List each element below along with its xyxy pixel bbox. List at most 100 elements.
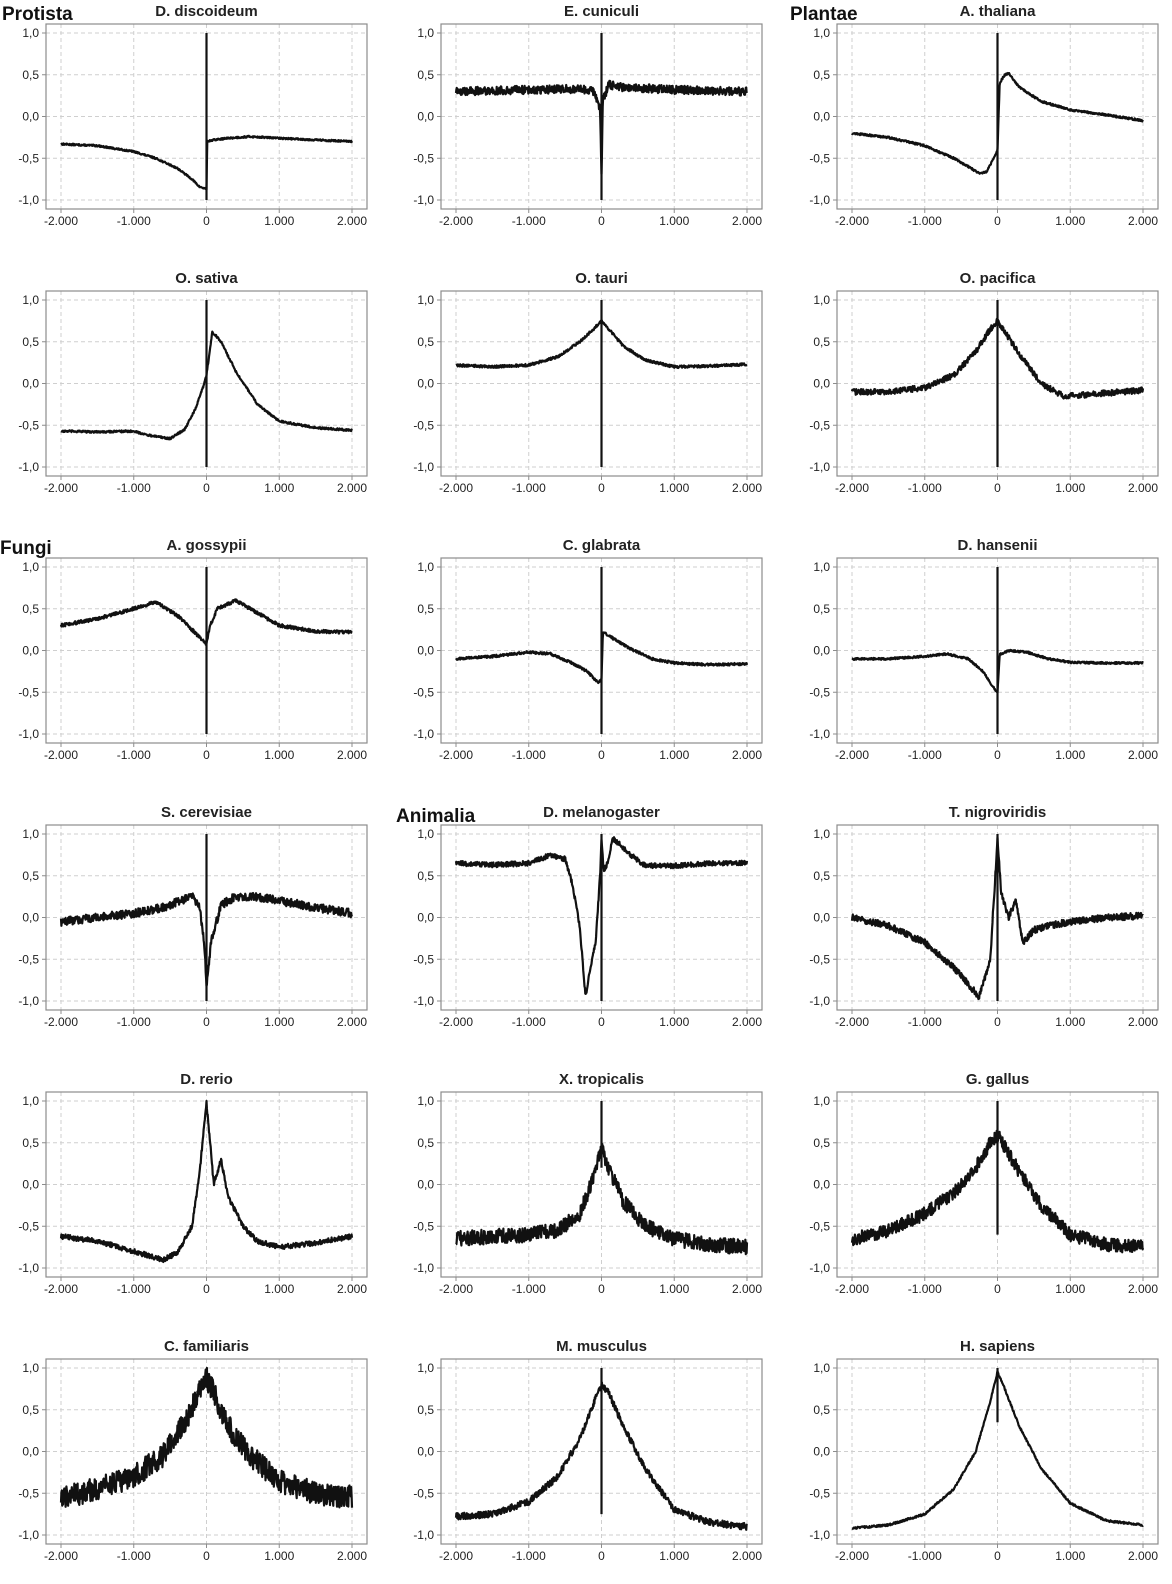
y-tick-label: -0,5 [413, 685, 434, 699]
y-tick-label: 0,5 [813, 1136, 830, 1150]
y-tick-label: -1,0 [413, 1528, 434, 1542]
chart-title: O. pacifica [960, 270, 1037, 287]
y-tick-label: 0,0 [22, 1445, 39, 1459]
chart-title: O. tauri [575, 270, 628, 287]
y-tick-label: -1,0 [18, 460, 39, 474]
x-tick-label: 0 [598, 748, 605, 762]
x-tick-label: -2.000 [439, 748, 473, 762]
x-tick-label: 1.000 [659, 481, 689, 495]
chart-title: T. nigroviridis [949, 804, 1047, 821]
chart-title: E. cuniculi [564, 3, 639, 20]
chart-title: X. tropicalis [559, 1071, 644, 1088]
series-line [59, 1366, 354, 1509]
chart-o-sativa: O. sativa -2.000 -1.000 0 1.000 2.000 -1,0 -0,5… [18, 270, 368, 495]
y-tick-label: -0,5 [413, 952, 434, 966]
y-tick-label: 1,0 [813, 1094, 830, 1108]
y-tick-label: -0,5 [809, 952, 830, 966]
chart-title: C. glabrata [563, 537, 641, 554]
x-tick-label: -2.000 [439, 214, 473, 228]
y-tick-label: 0,0 [813, 1445, 830, 1459]
y-tick-label: 1,0 [417, 293, 434, 307]
y-tick-label: -0,5 [809, 1486, 830, 1500]
y-tick-label: -1,0 [18, 1261, 39, 1275]
kingdom-label-fungi: Fungi [0, 538, 52, 559]
y-tick-label: -1,0 [809, 1528, 830, 1542]
x-tick-label: 1.000 [1055, 748, 1085, 762]
y-tick-label: 0,5 [813, 602, 830, 616]
x-tick-label: -2.000 [835, 1015, 869, 1029]
y-tick-label: -1,0 [809, 727, 830, 741]
y-tick-label: -1,0 [18, 1528, 39, 1542]
y-tick-label: 1,0 [813, 1361, 830, 1375]
chart-title: A. gossypii [166, 537, 246, 554]
y-tick-label: 1,0 [417, 26, 434, 40]
y-tick-label: 1,0 [813, 560, 830, 574]
x-tick-label: 0 [203, 481, 210, 495]
x-tick-label: 0 [203, 1015, 210, 1029]
y-tick-label: 1,0 [813, 26, 830, 40]
x-tick-label: 0 [598, 1549, 605, 1563]
chart-g-gallus: G. gallus -2.000 -1.000 0 1.000 2.000 -1,0 -0,5… [809, 1071, 1159, 1296]
x-tick-label: 2.000 [732, 481, 762, 495]
chart-m-musculus: M. musculus -2.000 -1.000 0 1.000 2.000 -1,0 -0… [413, 1338, 763, 1563]
y-tick-label: -0,5 [18, 685, 39, 699]
y-tick-label: 0,5 [417, 869, 434, 883]
y-tick-label: -0,5 [413, 418, 434, 432]
y-tick-label: 1,0 [22, 26, 39, 40]
y-tick-label: -0,5 [18, 151, 39, 165]
x-tick-label: 1.000 [659, 1549, 689, 1563]
y-tick-label: 0,0 [417, 110, 434, 124]
x-tick-label: 0 [994, 214, 1001, 228]
x-tick-label: 2.000 [337, 1282, 367, 1296]
x-tick-label: -2.000 [835, 1282, 869, 1296]
chart-a-thaliana: A. thaliana -2.000 -1.000 0 1.000 2.000 -1,0 -0… [809, 3, 1159, 228]
x-tick-label: 1.000 [264, 1282, 294, 1296]
x-tick-label: 0 [203, 1282, 210, 1296]
x-tick-label: 2.000 [1128, 481, 1158, 495]
y-tick-label: -1,0 [809, 460, 830, 474]
chart-x-tropicalis: X. tropicalis -2.000 -1.000 0 1.000 2.000 -1,0… [413, 1071, 763, 1296]
y-tick-label: -0,5 [809, 418, 830, 432]
x-tick-label: 0 [994, 1282, 1001, 1296]
kingdom-label-protista: Protista [2, 4, 73, 25]
chart-d-melanogaster: D. melanogaster -2.000 -1.000 0 1.000 2.000 -1… [413, 804, 763, 1029]
y-tick-label: 0,0 [813, 911, 830, 925]
x-tick-label: 1.000 [1055, 214, 1085, 228]
chart-d-hansenii: D. hansenii -2.000 -1.000 0 1.000 2.000 -1,0 -0… [809, 537, 1159, 762]
x-tick-label: -2.000 [44, 1015, 78, 1029]
y-tick-label: 1,0 [417, 1094, 434, 1108]
x-tick-label: 2.000 [337, 1015, 367, 1029]
kingdom-label-plantae: Plantae [790, 4, 858, 25]
x-tick-label: 2.000 [732, 1549, 762, 1563]
x-tick-label: 1.000 [264, 481, 294, 495]
x-tick-label: -2.000 [439, 481, 473, 495]
x-tick-label: 2.000 [732, 1015, 762, 1029]
y-tick-label: -0,5 [18, 952, 39, 966]
y-tick-label: -0,5 [18, 1219, 39, 1233]
chart-h-sapiens: H. sapiens -2.000 -1.000 0 1.000 2.000 -1,0 -0,… [809, 1338, 1159, 1563]
y-tick-label: -1,0 [809, 1261, 830, 1275]
y-tick-label: -1,0 [413, 460, 434, 474]
y-tick-label: 0,5 [22, 1136, 39, 1150]
x-tick-label: -2.000 [835, 481, 869, 495]
y-tick-label: 0,5 [813, 1403, 830, 1417]
y-tick-label: -1,0 [413, 1261, 434, 1275]
x-tick-label: 2.000 [1128, 748, 1158, 762]
y-tick-label: -0,5 [413, 1219, 434, 1233]
x-tick-label: -1.000 [512, 481, 546, 495]
y-tick-label: 0,5 [22, 869, 39, 883]
x-tick-label: 2.000 [732, 214, 762, 228]
chart-t-nigroviridis: T. nigroviridis -2.000 -1.000 0 1.000 2.000 -1… [809, 804, 1159, 1029]
x-tick-label: 0 [994, 748, 1001, 762]
x-tick-label: 0 [598, 481, 605, 495]
y-tick-label: -1,0 [809, 193, 830, 207]
x-tick-label: -2.000 [439, 1549, 473, 1563]
y-tick-label: 0,5 [22, 68, 39, 82]
chart-title: D. rerio [180, 1071, 233, 1088]
x-tick-label: 0 [994, 481, 1001, 495]
x-tick-label: 2.000 [1128, 1549, 1158, 1563]
x-tick-label: -2.000 [44, 1549, 78, 1563]
x-tick-label: -2.000 [44, 214, 78, 228]
chart-d-discoideum: D. discoideum -2.000 -1.000 0 1.000 2.000 -1,0… [18, 3, 368, 228]
x-tick-label: -1.000 [117, 748, 151, 762]
